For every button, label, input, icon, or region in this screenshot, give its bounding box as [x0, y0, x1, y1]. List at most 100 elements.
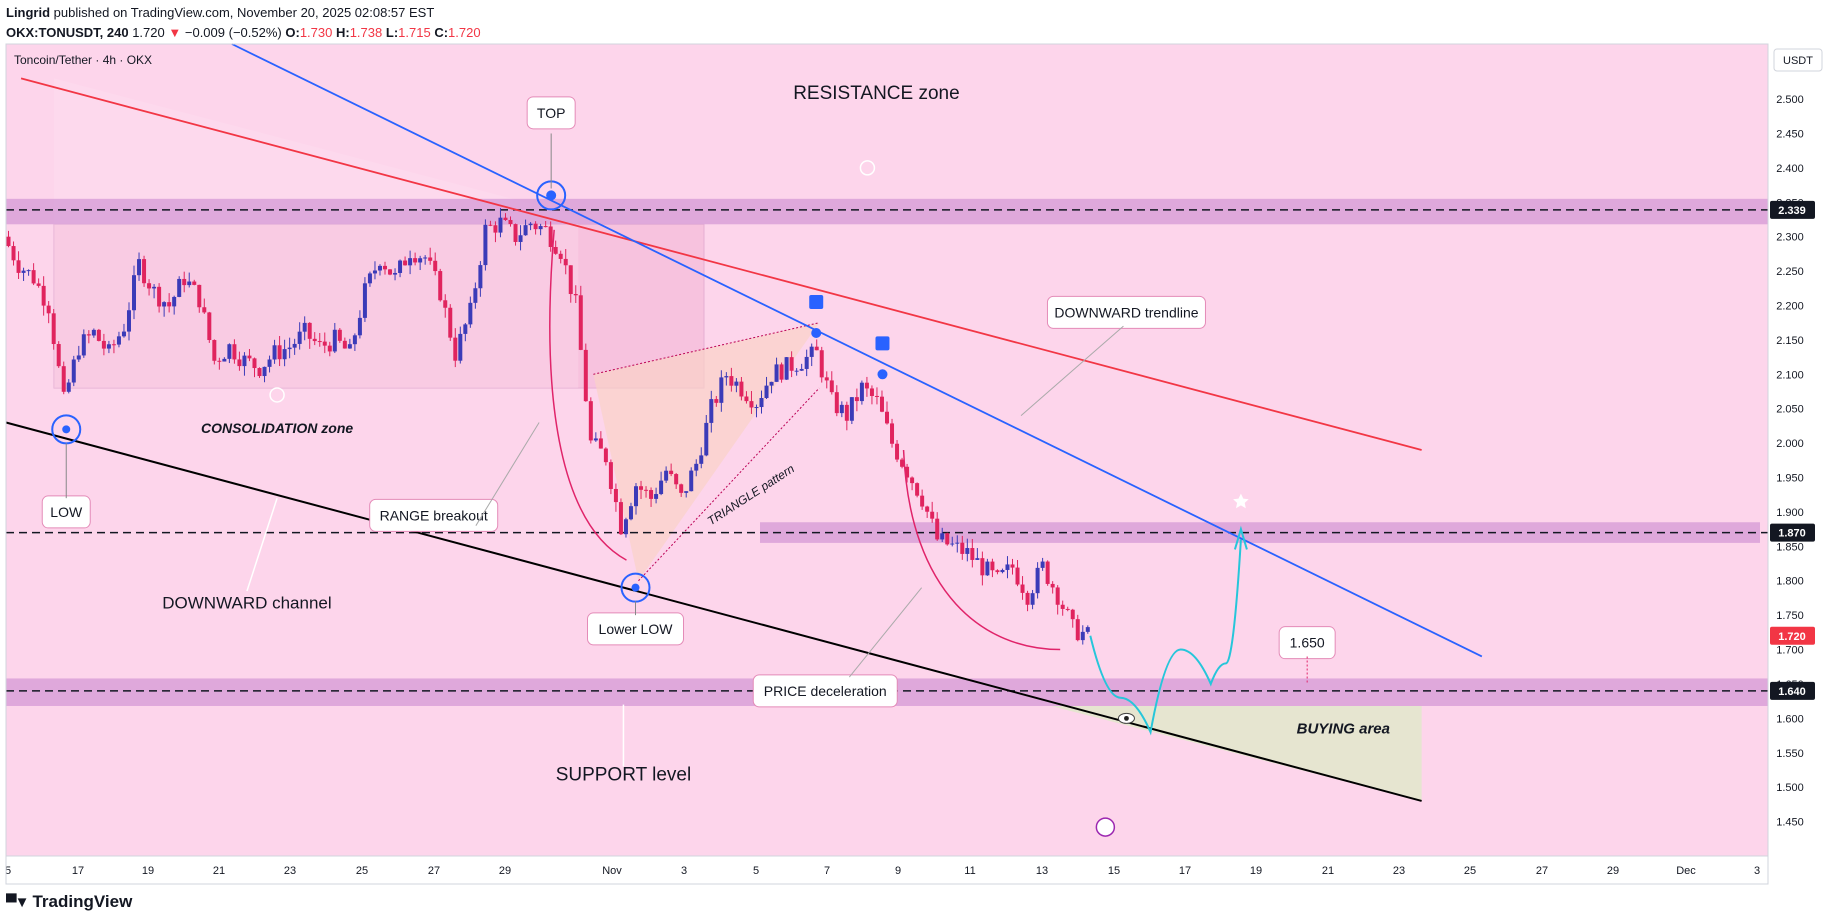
candle-body	[327, 345, 332, 352]
red-resistance-line	[20, 77, 1422, 451]
candle-body	[804, 356, 809, 369]
price-tick: 1.900	[1776, 507, 1804, 519]
candle-body	[192, 281, 197, 285]
candle-body	[393, 272, 398, 275]
candle-body	[403, 260, 408, 266]
low-label: L:	[385, 25, 399, 40]
candle-body	[578, 295, 583, 350]
candle-body	[66, 382, 71, 392]
top-label: TOP	[537, 105, 566, 121]
time-tick: 5	[753, 865, 759, 877]
lightning-icon	[1095, 817, 1116, 837]
marker-dot	[631, 583, 640, 592]
time-ticks: 5 17 19 21 23 25 27 29 Nov 3 5 7 9 11 13 15 17 19 21 23 25 27…	[5, 865, 1760, 877]
candle-body	[754, 407, 759, 409]
candle-body	[147, 283, 152, 289]
candle-body	[448, 307, 453, 338]
candle-body	[543, 226, 548, 228]
candle-body	[1075, 619, 1080, 641]
price-badge-bg	[1770, 200, 1815, 219]
time-axis[interactable]: 5 17 19 21 23 25 27 29 Nov 3 5 7 9 11 13 15 17 19 21 23 25 27…	[5, 855, 1768, 884]
candle-body	[61, 366, 66, 392]
candle-body	[362, 283, 367, 318]
candle-body	[1070, 609, 1075, 620]
candle-body	[21, 270, 26, 273]
candle-body	[357, 317, 362, 336]
candle-body	[573, 294, 578, 296]
candle-body	[182, 278, 187, 286]
candle-body	[51, 313, 56, 345]
candle-body	[498, 217, 503, 233]
annotation-deceleration-box	[752, 674, 898, 708]
candle-body	[769, 381, 774, 386]
annotation-consolidation: CONSOLIDATION zone	[201, 420, 353, 436]
candle-body	[809, 346, 814, 357]
candle-body	[1025, 592, 1030, 605]
time-tick: Dec	[1676, 865, 1696, 877]
candle-body	[940, 533, 945, 540]
candle-body	[935, 518, 940, 540]
annotation-target-box	[1278, 626, 1336, 660]
price-axis-bg	[1768, 44, 1829, 856]
candle-body	[709, 399, 714, 423]
candle-body	[583, 349, 588, 402]
publish-info: published on TradingView.com, November 2…	[53, 5, 435, 20]
author-name[interactable]: Lingrid	[6, 5, 51, 20]
candle-body	[132, 275, 137, 311]
price-tick: 1.500	[1776, 782, 1804, 794]
time-tick: 3	[681, 865, 687, 877]
price-badge-bg	[1770, 523, 1815, 542]
time-tick: Nov	[602, 865, 622, 877]
symbol-label[interactable]: OKX:TONUSDT, 240	[6, 25, 129, 40]
tradingview-logo[interactable]: ▀▼ TradingView	[6, 892, 132, 912]
candle-body	[172, 296, 177, 307]
candle-body	[1080, 631, 1085, 641]
candle-body	[262, 366, 267, 377]
candle-body	[528, 223, 533, 226]
candle-body	[634, 486, 639, 507]
candle-body	[352, 335, 357, 345]
time-tick: 29	[1607, 865, 1619, 877]
time-tick: 27	[1536, 865, 1548, 877]
candle-body	[46, 305, 51, 314]
candle-body	[101, 340, 106, 349]
price-axis[interactable]: USDT 2.5002.4502.4002.3502.3002.2502.200…	[1767, 44, 1829, 856]
chart-header: Lingrid published on TradingView.com, No…	[6, 3, 1506, 43]
candle-body	[915, 483, 920, 496]
candle-body	[312, 338, 317, 342]
candle-body	[388, 269, 393, 275]
time-tick: 9	[895, 865, 901, 877]
candle-body	[910, 477, 915, 484]
plot-area[interactable]	[6, 44, 1768, 856]
price-tick: 1.600	[1776, 713, 1804, 725]
candle-body	[56, 344, 61, 367]
annotation-range: RANGE breakout	[380, 507, 488, 523]
candle-body	[408, 258, 413, 266]
tradingview-wordmark: TradingView	[32, 892, 133, 911]
candle-body	[774, 364, 779, 382]
candle-body	[900, 459, 905, 467]
currency-badge[interactable]	[1773, 48, 1823, 72]
candle-body	[413, 258, 418, 263]
chart-frame	[5, 43, 1769, 885]
price-tick: 1.850	[1776, 541, 1804, 553]
candle-body	[347, 344, 352, 349]
annotation-target: 1.650	[1290, 635, 1325, 651]
candle-body	[985, 561, 990, 576]
candle-body	[36, 283, 41, 286]
candle-body	[975, 558, 980, 560]
projection-arrowhead	[1233, 525, 1248, 550]
deceleration-arrow	[902, 449, 1061, 651]
candle-body	[839, 404, 844, 414]
price-tick: 2.400	[1776, 163, 1804, 175]
candle-body	[91, 329, 96, 336]
price-tick: 2.100	[1776, 369, 1804, 381]
annotation-range-box	[369, 498, 499, 532]
candle-body	[1035, 567, 1040, 594]
candle-body	[799, 368, 804, 371]
annotation-trendline: DOWNWARD trendline	[1054, 304, 1198, 320]
candle-body	[1020, 584, 1025, 593]
time-tick: 21	[213, 865, 225, 877]
change-arrow-icon: ▼	[168, 25, 182, 40]
